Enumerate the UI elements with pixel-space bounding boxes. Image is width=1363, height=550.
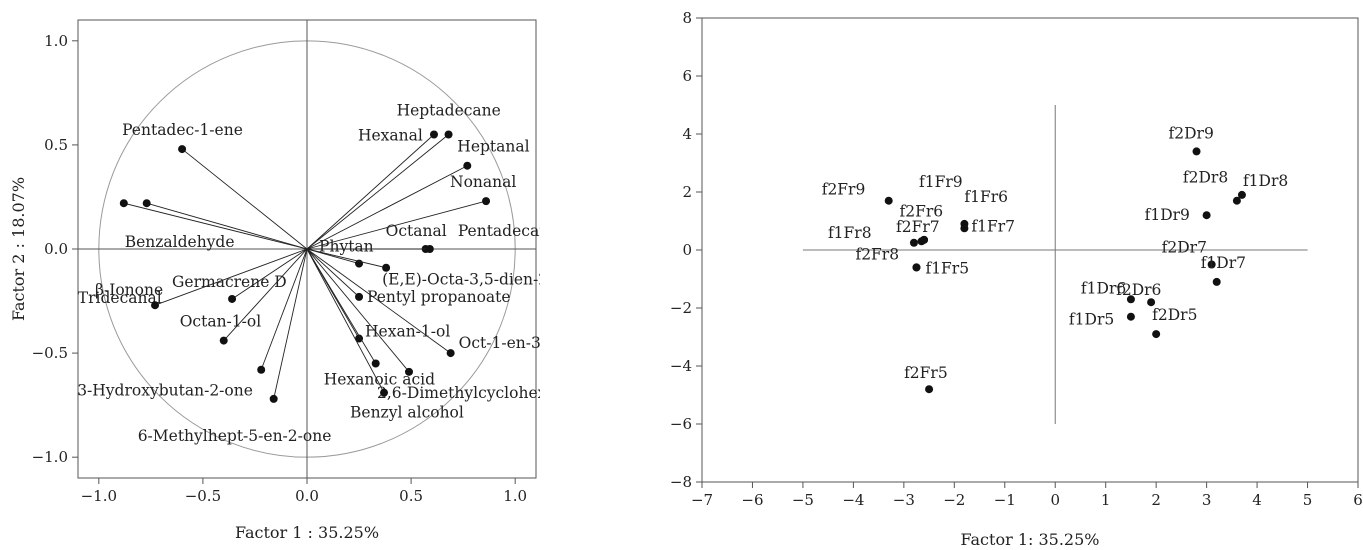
point-label: f2Fr5: [904, 364, 948, 382]
x-tick-label: 6: [1353, 491, 1363, 509]
x-tick-label: 4: [1252, 491, 1262, 509]
y-tick-label: −2: [670, 299, 692, 317]
point-label: f1Fr7: [971, 217, 1015, 235]
x-tick-label: −4: [842, 491, 864, 509]
data-point: [1238, 191, 1246, 199]
point-label: f2Dr9: [1169, 124, 1214, 142]
data-point: [1213, 278, 1221, 286]
data-point: [1152, 330, 1160, 338]
y-tick-label: −4: [670, 357, 692, 375]
point-label: f2Dr8: [1183, 169, 1228, 187]
x-axis-label: Factor 1: 35.25%: [961, 530, 1100, 549]
point-label: f1Dr5: [1069, 311, 1114, 329]
y-tick-label: 4: [682, 125, 692, 143]
data-point: [912, 263, 920, 271]
point-label: f1Dr9: [1145, 206, 1190, 224]
point-label: f1Fr8: [828, 224, 872, 242]
data-point: [960, 224, 968, 232]
point-label: f1Dr8: [1243, 172, 1288, 190]
x-tick-label: −7: [691, 491, 713, 509]
data-point: [885, 197, 893, 205]
point-label: f2Fr8: [855, 245, 899, 263]
point-label: f1Fr6: [964, 188, 1008, 206]
x-tick-label: 3: [1202, 491, 1212, 509]
x-tick-label: −3: [893, 491, 915, 509]
y-tick-label: 2: [682, 183, 692, 201]
x-tick-label: −6: [741, 491, 763, 509]
y-tick-label: 8: [682, 9, 692, 27]
point-label: f2Dr6: [1116, 281, 1161, 299]
point-label: f1Fr9: [919, 173, 963, 191]
data-point: [920, 236, 928, 244]
data-point: [1127, 313, 1135, 321]
x-tick-label: 1: [1101, 491, 1111, 509]
point-label: f2Fr7: [896, 218, 940, 236]
y-tick-label: 6: [682, 67, 692, 85]
y-tick-label: 0: [682, 241, 692, 259]
x-tick-label: 0: [1050, 491, 1060, 509]
data-point: [1203, 211, 1211, 219]
x-tick-label: −1: [994, 491, 1016, 509]
data-point: [1193, 147, 1201, 155]
point-label: f2Dr5: [1152, 306, 1197, 324]
data-point: [910, 239, 918, 247]
point-label: f1Dr7: [1201, 254, 1246, 272]
data-point: [1147, 298, 1155, 306]
x-tick-label: 2: [1151, 491, 1161, 509]
x-tick-label: −5: [792, 491, 814, 509]
x-tick-label: −2: [943, 491, 965, 509]
point-label: f1Fr5: [925, 259, 969, 277]
data-point: [925, 385, 933, 393]
point-label: f2Fr9: [822, 181, 866, 199]
y-tick-label: −8: [670, 473, 692, 491]
y-tick-label: −6: [670, 415, 692, 433]
x-tick-label: 5: [1303, 491, 1313, 509]
